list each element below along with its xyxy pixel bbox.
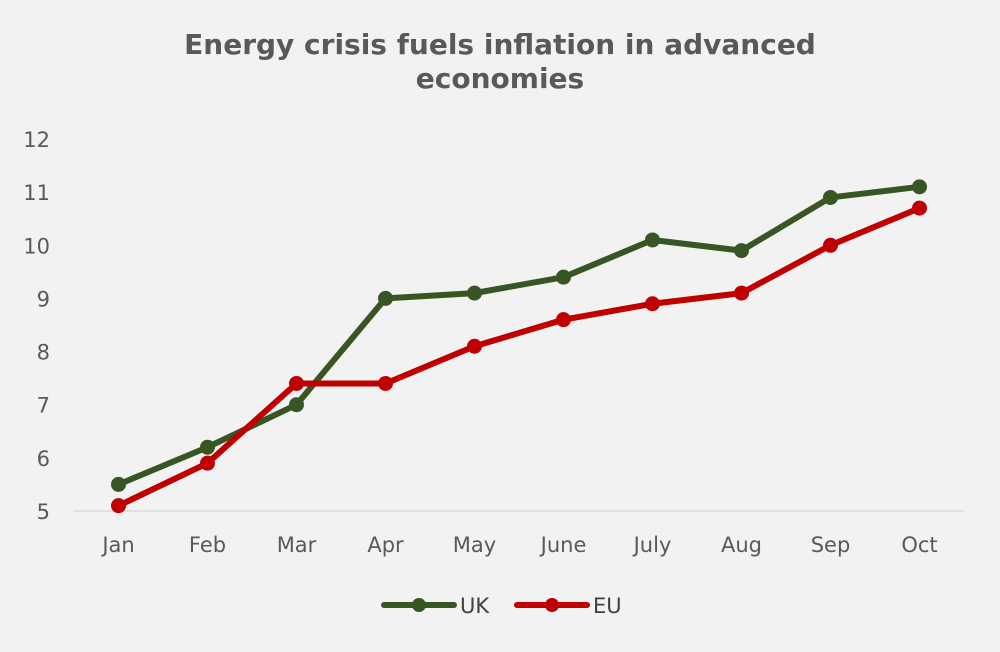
x-tick-label: May	[453, 533, 496, 557]
data-point-eu	[200, 455, 215, 471]
legend-label-uk: UK	[460, 594, 490, 618]
y-tick-label: 6	[37, 447, 50, 471]
data-point-uk	[289, 397, 304, 413]
legend-marker-uk	[412, 598, 426, 612]
chart-title: Energy crisis fuels inflation in advance…	[150, 28, 850, 96]
data-point-uk	[200, 439, 215, 455]
data-point-eu	[645, 296, 660, 312]
data-point-uk	[111, 476, 126, 492]
data-point-eu	[556, 312, 571, 328]
data-point-uk	[823, 189, 838, 205]
y-tick-label: 12	[23, 128, 50, 152]
x-tick-label: Sep	[811, 533, 851, 557]
x-tick-label: Mar	[277, 533, 317, 557]
chart-title-line-2: economies	[415, 62, 585, 95]
data-point-eu	[823, 237, 838, 253]
y-tick-label: 8	[37, 341, 50, 365]
x-tick-label: Apr	[367, 533, 404, 557]
y-tick-label: 7	[37, 394, 50, 418]
data-point-uk	[467, 285, 482, 301]
data-point-eu	[378, 375, 393, 391]
data-point-uk	[556, 269, 571, 285]
x-tick-label: Feb	[189, 533, 226, 557]
data-point-uk	[912, 179, 927, 195]
data-point-uk	[645, 232, 660, 248]
y-tick-label: 5	[37, 500, 50, 524]
x-tick-label: Aug	[721, 533, 762, 557]
x-tick-label: Jan	[100, 533, 134, 557]
data-point-eu	[111, 498, 126, 514]
y-tick-label: 10	[23, 234, 50, 258]
x-tick-label: June	[539, 533, 587, 557]
y-tick-label: 9	[37, 287, 50, 311]
legend-label-eu: EU	[593, 594, 622, 618]
data-point-uk	[734, 243, 749, 259]
data-point-eu	[289, 375, 304, 391]
data-point-eu	[467, 338, 482, 354]
data-point-eu	[734, 285, 749, 301]
chart-title-line-1: Energy crisis fuels inflation in advance…	[184, 28, 816, 61]
y-tick-label: 11	[23, 181, 50, 205]
data-point-uk	[378, 290, 393, 306]
x-tick-label: Oct	[901, 533, 937, 557]
x-tick-label: July	[632, 533, 672, 557]
data-point-eu	[912, 200, 927, 216]
legend-marker-eu	[545, 598, 559, 612]
series-line-eu	[115, 205, 923, 509]
